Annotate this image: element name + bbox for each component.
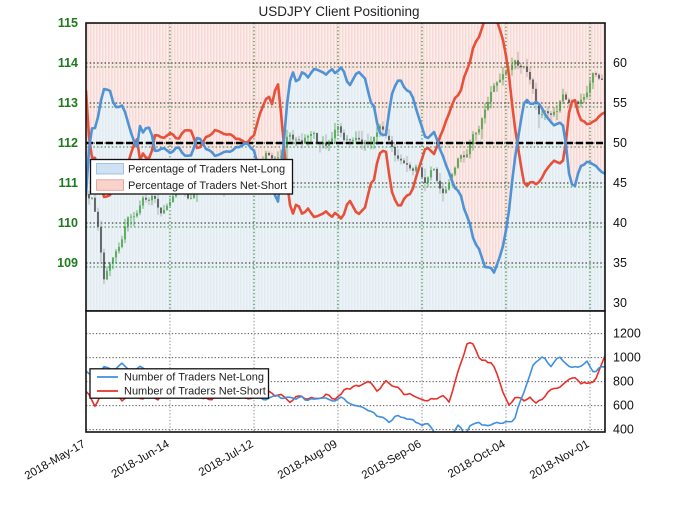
svg-text:55: 55 — [613, 96, 627, 110]
svg-text:109: 109 — [57, 256, 78, 270]
svg-text:45: 45 — [613, 176, 627, 190]
svg-text:111: 111 — [59, 176, 79, 190]
svg-text:1000: 1000 — [613, 351, 641, 365]
svg-text:600: 600 — [613, 399, 634, 413]
svg-text:113: 113 — [58, 96, 78, 110]
svg-text:40: 40 — [613, 216, 627, 230]
svg-text:60: 60 — [613, 56, 627, 70]
svg-text:110: 110 — [58, 216, 78, 230]
svg-text:Number of Traders Net-Long: Number of Traders Net-Long — [124, 371, 264, 383]
svg-text:115: 115 — [58, 16, 78, 30]
svg-text:Number of Traders Net-Short: Number of Traders Net-Short — [124, 385, 266, 397]
svg-text:400: 400 — [613, 423, 634, 437]
svg-text:Percentage of Traders Net-Long: Percentage of Traders Net-Long — [128, 164, 285, 176]
svg-text:35: 35 — [613, 256, 627, 270]
svg-text:1200: 1200 — [613, 327, 641, 341]
svg-text:USDJPY Client Positioning: USDJPY Client Positioning — [258, 4, 419, 19]
svg-text:800: 800 — [613, 375, 634, 389]
svg-text:50: 50 — [613, 136, 627, 150]
svg-text:112: 112 — [58, 136, 78, 150]
svg-text:30: 30 — [613, 296, 627, 310]
svg-text:Percentage of Traders Net-Shor: Percentage of Traders Net-Short — [128, 180, 287, 192]
svg-text:114: 114 — [58, 56, 78, 70]
